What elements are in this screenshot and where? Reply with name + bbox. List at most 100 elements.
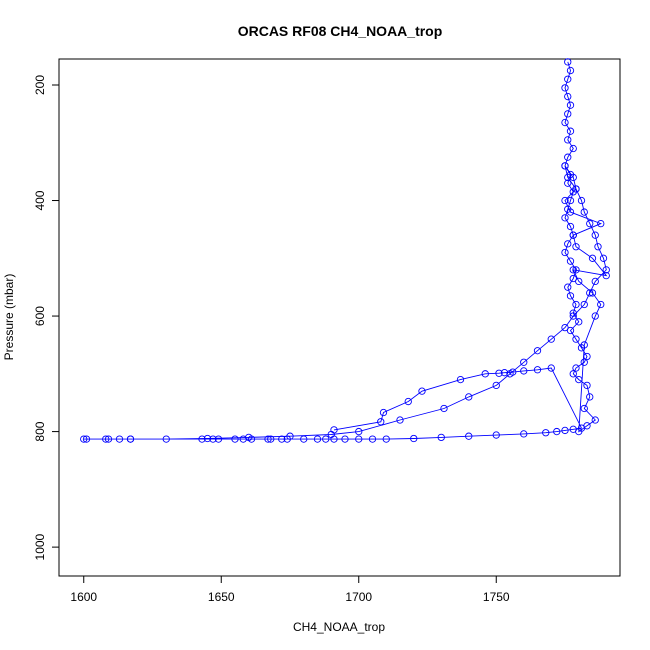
data-point	[82, 435, 91, 443]
data-point	[355, 427, 363, 436]
data-point	[572, 300, 580, 309]
data-point	[599, 254, 608, 262]
data-point	[591, 231, 599, 239]
data-point	[569, 144, 577, 153]
data-point	[341, 435, 349, 443]
data-point	[500, 369, 509, 377]
data-point	[264, 435, 272, 443]
data-point	[410, 434, 418, 443]
data-point	[564, 92, 572, 101]
series-line	[83, 61, 608, 440]
y-tick-label: 200	[33, 75, 47, 95]
data-point	[214, 435, 223, 443]
data-point	[564, 240, 572, 248]
data-point	[379, 408, 388, 417]
data-point	[564, 179, 572, 187]
data-point	[566, 326, 575, 335]
x-tick-label: 1700	[345, 590, 372, 604]
x-tick-label: 1650	[208, 590, 235, 604]
data-point	[564, 173, 572, 182]
data-point	[495, 369, 503, 377]
data-point	[547, 335, 555, 343]
data-point	[597, 219, 605, 228]
data-point	[569, 309, 577, 317]
data-point	[566, 222, 575, 231]
data-point	[115, 435, 124, 443]
data-point	[561, 323, 569, 332]
data-point	[566, 196, 575, 205]
data-point	[580, 358, 588, 366]
data-point	[509, 368, 517, 376]
data-point	[533, 347, 542, 355]
y-axis-label: Pressure (mbar)	[2, 274, 16, 361]
data-point	[586, 219, 594, 228]
data-point	[597, 300, 605, 309]
data-point	[566, 208, 575, 216]
data-point	[465, 432, 473, 440]
data-point	[564, 75, 572, 83]
data-point	[456, 375, 465, 384]
data-point	[586, 393, 594, 401]
y-tick-label: 600	[33, 306, 47, 326]
data-point	[481, 370, 489, 378]
data-layer	[80, 58, 610, 443]
data-point	[572, 266, 580, 274]
data-point	[575, 277, 583, 286]
data-point	[588, 254, 597, 262]
y-axis: 200 400 600 800 1000	[33, 75, 59, 560]
data-point	[102, 435, 110, 443]
data-point	[198, 435, 206, 443]
data-point	[572, 243, 580, 251]
data-point	[377, 418, 385, 426]
data-point	[465, 393, 473, 401]
data-point	[80, 435, 88, 443]
data-point	[330, 435, 338, 443]
data-point	[580, 341, 588, 349]
data-point	[566, 101, 575, 109]
x-tick-label: 1600	[70, 590, 97, 604]
data-point	[313, 435, 322, 443]
data-point	[564, 110, 572, 118]
data-point	[368, 435, 377, 443]
data-point	[577, 196, 586, 205]
data-point	[564, 283, 572, 291]
data-point	[583, 352, 591, 361]
data-point	[572, 364, 580, 372]
data-point	[561, 214, 569, 222]
data-point	[575, 318, 583, 326]
chart-title: ORCAS RF08 CH4_NOAA_trop	[238, 23, 443, 39]
data-point	[561, 118, 569, 127]
data-point	[602, 271, 610, 280]
data-point	[569, 312, 577, 320]
data-point	[572, 185, 580, 193]
data-point	[382, 435, 390, 443]
data-point	[437, 433, 445, 442]
data-point	[542, 429, 550, 437]
data-point	[580, 208, 588, 216]
plot-area	[58, 58, 621, 577]
data-point	[586, 289, 594, 297]
data-point	[520, 358, 528, 366]
data-point	[561, 84, 569, 92]
data-point	[569, 173, 577, 182]
data-point	[162, 435, 170, 443]
data-point	[553, 427, 561, 436]
data-point	[300, 435, 308, 443]
data-point	[126, 435, 135, 443]
data-point	[396, 416, 404, 424]
data-point	[569, 274, 577, 283]
data-point	[583, 381, 591, 390]
data-point	[440, 404, 448, 413]
data-point	[575, 375, 583, 384]
data-point	[267, 435, 275, 443]
data-point	[492, 431, 500, 439]
data-point	[566, 127, 575, 135]
data-point	[283, 435, 291, 443]
plot-frame	[58, 58, 621, 577]
data-point	[520, 367, 528, 375]
data-point	[418, 387, 426, 395]
data-point	[569, 231, 577, 239]
data-point	[561, 196, 569, 205]
data-point	[564, 153, 572, 161]
